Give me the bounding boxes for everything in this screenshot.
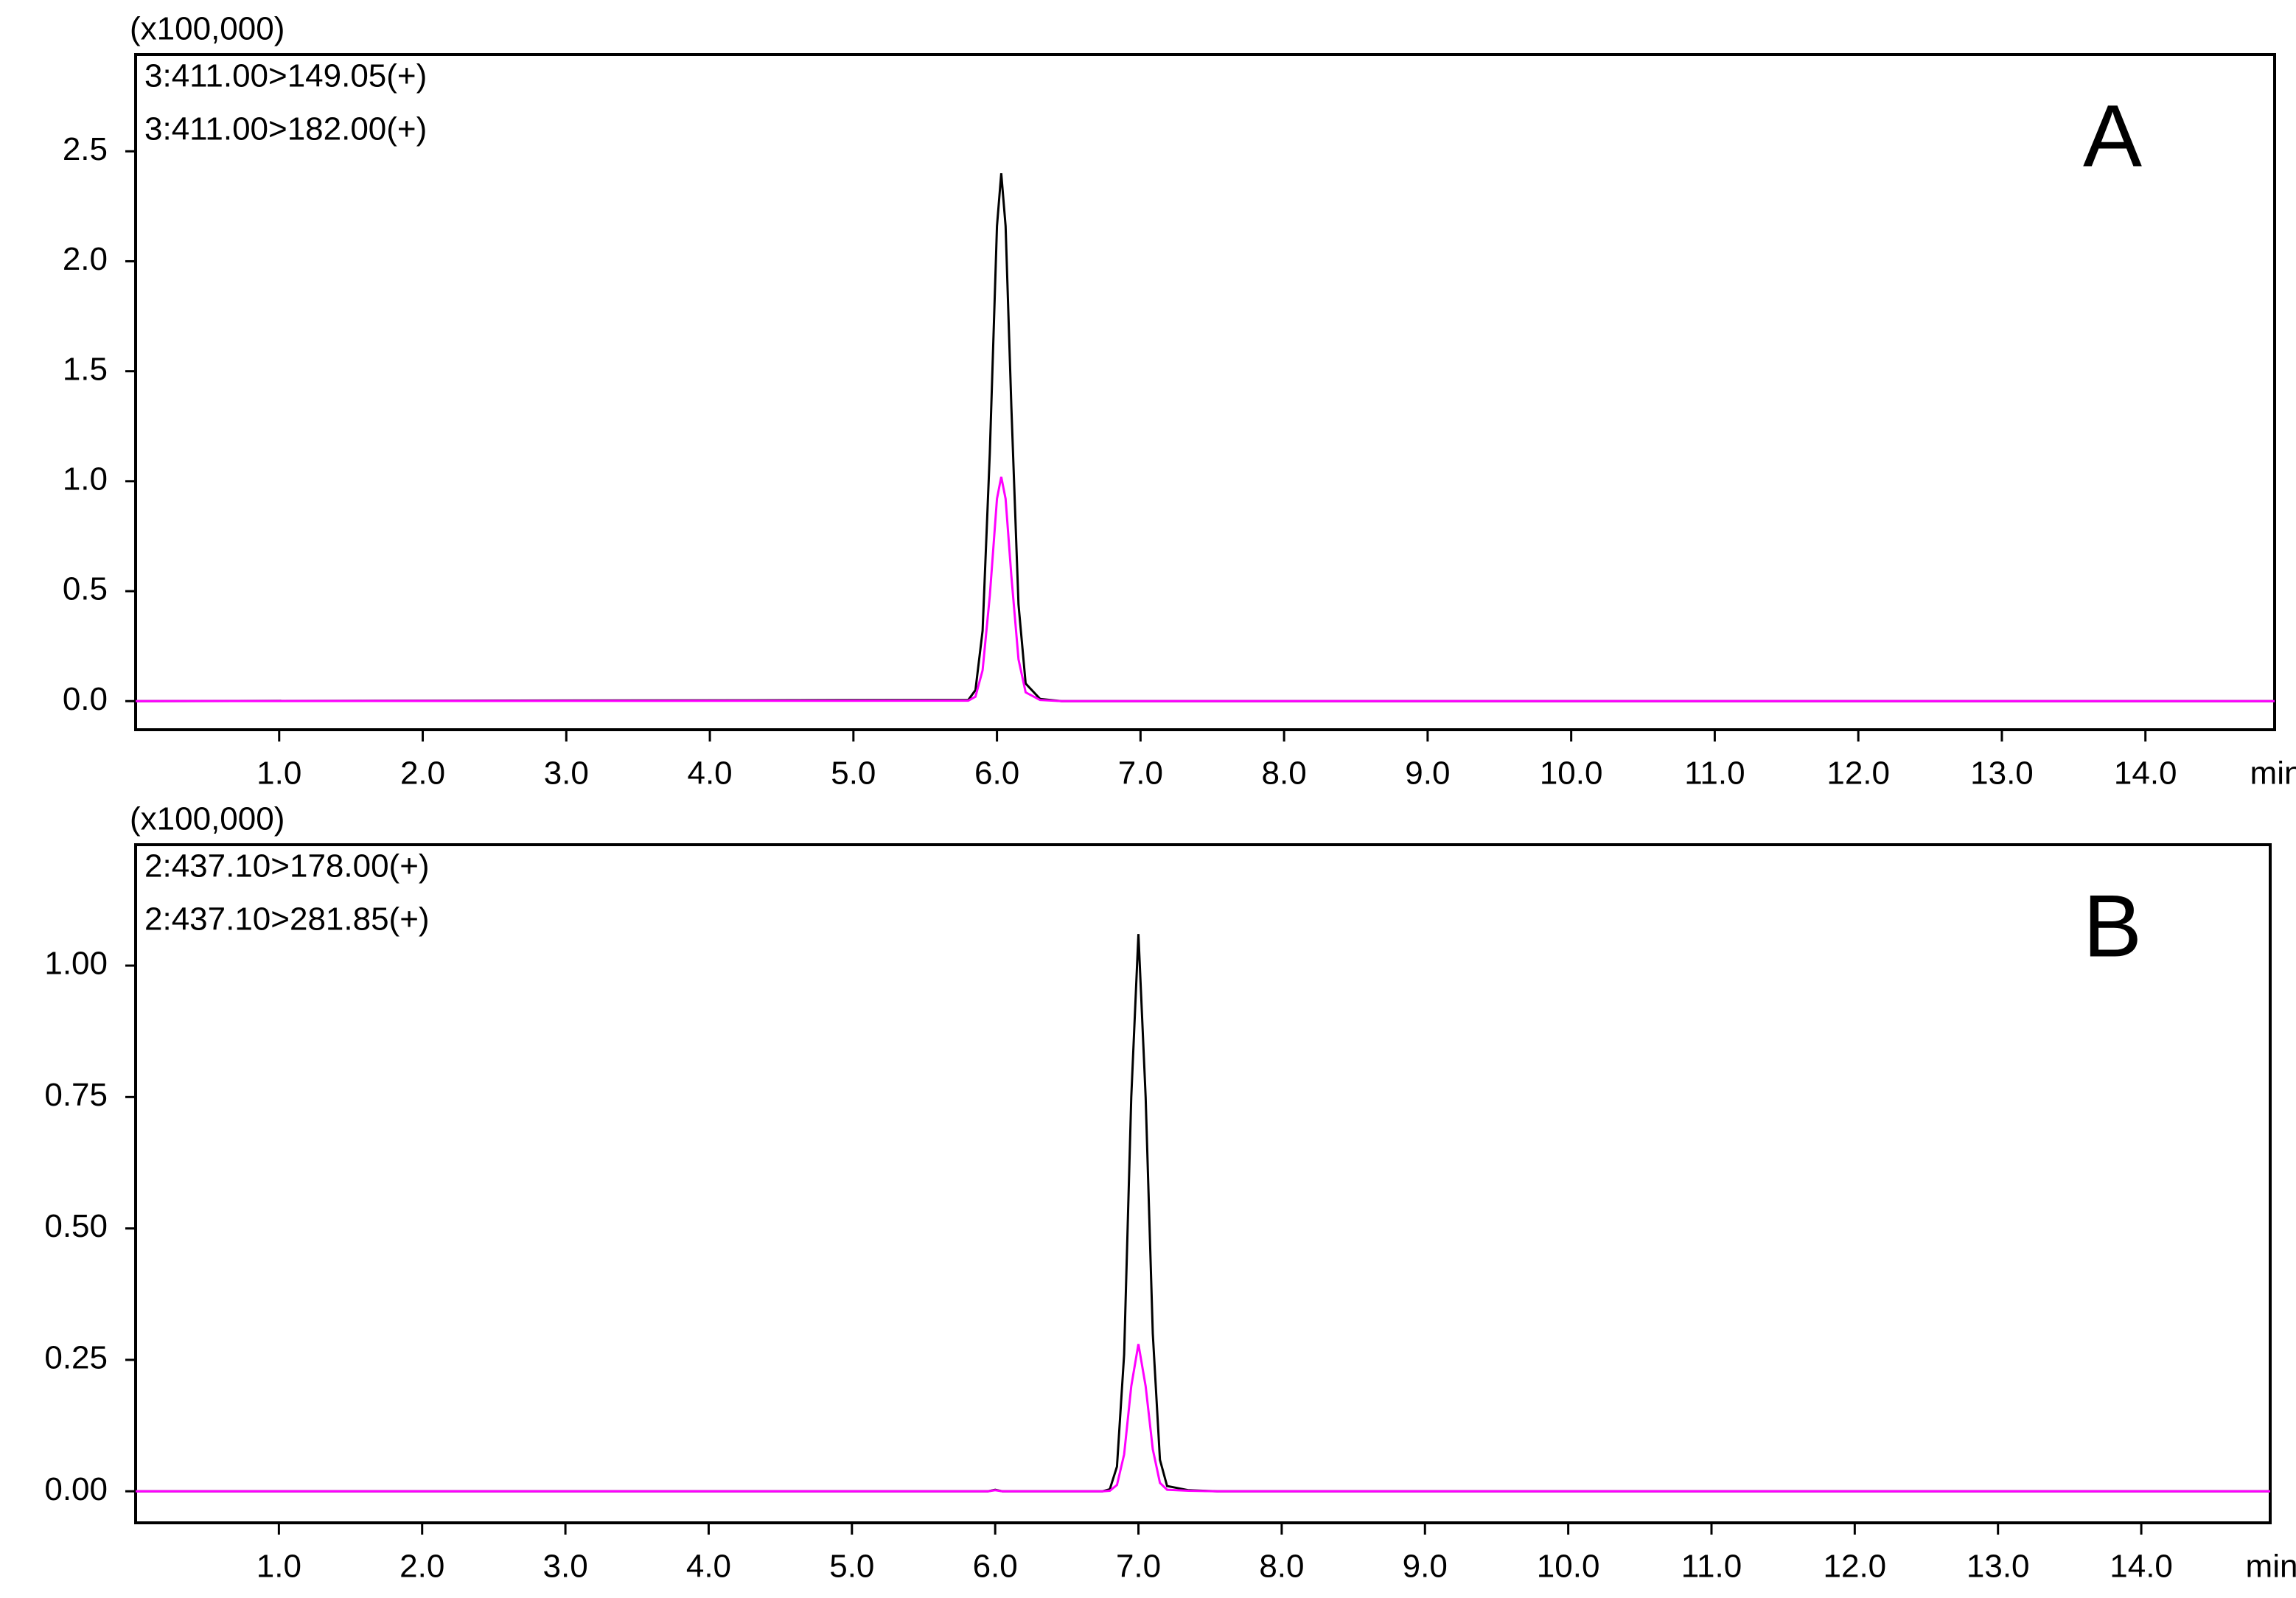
trace-line: [135, 172, 2275, 702]
y-tick-label: 0.0: [63, 681, 108, 717]
x-tick-label: 9.0: [1405, 756, 1450, 792]
x-tick-label: 3.0: [543, 1549, 588, 1585]
x-tick-label: 7.0: [1116, 1549, 1161, 1585]
x-tick-label: 11.0: [1684, 756, 1745, 792]
x-tick-label: 10.0: [1537, 1549, 1600, 1585]
x-tick-label: 12.0: [1826, 756, 1890, 792]
y-tick-label: 0.75: [44, 1077, 108, 1113]
trace-label: 2:437.10>178.00(+): [144, 848, 430, 885]
x-tick-label: 6.0: [973, 1549, 1018, 1585]
x-tick-label: 9.0: [1403, 1549, 1448, 1585]
trace-label: 3:411.00>182.00(+): [144, 111, 427, 147]
trace-line: [135, 476, 2275, 702]
y-tick-label: 2.5: [63, 131, 108, 167]
y-tick-label: 0.50: [44, 1208, 108, 1244]
trace-line: [136, 934, 2270, 1493]
y-tick-label: 1.00: [44, 946, 108, 982]
x-tick-label: 8.0: [1259, 1549, 1304, 1585]
x-tick-label: 2.0: [399, 1549, 444, 1585]
y-tick-label: 1.0: [63, 461, 108, 497]
y-tick-label: 0.25: [44, 1340, 108, 1376]
x-tick-label: 4.0: [687, 756, 732, 792]
x-tick-label: 11.0: [1681, 1549, 1742, 1585]
x-tick-label: 3.0: [544, 756, 589, 792]
panel-label: B: [2083, 877, 2142, 976]
x-tick-label: 1.0: [257, 1549, 301, 1585]
x-tick-label: 12.0: [1824, 1549, 1887, 1585]
x-tick-label: 6.0: [974, 756, 1019, 792]
x-tick-label: 1.0: [257, 756, 301, 792]
x-tick-label: 2.0: [400, 756, 445, 792]
x-tick-label: 13.0: [1970, 756, 2034, 792]
panel-label: A: [2083, 87, 2142, 186]
trace-line: [136, 1344, 2270, 1493]
plot-frame: [134, 843, 2272, 1524]
x-tick-label: 13.0: [1967, 1549, 2030, 1585]
y-tick-label: 2.0: [63, 241, 108, 277]
x-unit: min: [2246, 1549, 2296, 1585]
x-tick-label: 10.0: [1540, 756, 1603, 792]
plot-frame: [134, 53, 2276, 731]
y-unit: (x100,000): [130, 801, 285, 837]
x-tick-label: 14.0: [2110, 1549, 2173, 1585]
x-tick-label: 14.0: [2114, 756, 2177, 792]
x-tick-label: 7.0: [1118, 756, 1163, 792]
x-tick-label: 8.0: [1262, 756, 1307, 792]
trace-label: 2:437.10>281.85(+): [144, 901, 430, 938]
trace-label: 3:411.00>149.05(+): [144, 58, 427, 94]
x-tick-label: 5.0: [829, 1549, 874, 1585]
x-tick-label: 4.0: [686, 1549, 731, 1585]
y-tick-label: 0.00: [44, 1471, 108, 1507]
x-unit: min: [2250, 756, 2296, 792]
y-unit: (x100,000): [130, 11, 285, 47]
y-tick-label: 0.5: [63, 571, 108, 607]
x-tick-label: 5.0: [831, 756, 876, 792]
y-tick-label: 1.5: [63, 351, 108, 387]
